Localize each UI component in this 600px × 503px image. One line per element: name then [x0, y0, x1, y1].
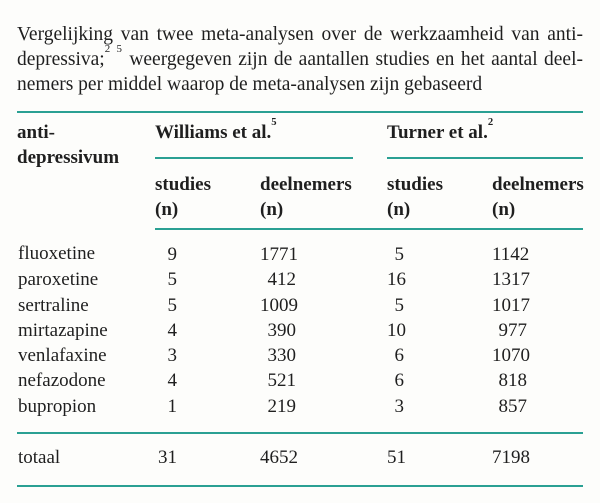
- turner-studies-cell: 5: [394, 244, 405, 265]
- group-header-turner: Turner et al.2: [387, 113, 584, 159]
- group-header-turner-label: Turner et al.: [387, 122, 488, 143]
- turner-deelnemers-cell: 857: [498, 395, 528, 417]
- williams-studies-cell: 4: [167, 370, 178, 392]
- subheader-turner-deelnemers-unit: (n): [492, 199, 516, 220]
- williams-studies-cell: 5: [167, 269, 178, 291]
- turner-deelnemers-cell: 1070: [492, 345, 531, 367]
- group-header-williams: Williams et al.5: [155, 113, 354, 159]
- column-header-antidepressivum-line2: depressivum: [17, 147, 120, 168]
- subheader-turner-studies: studies (n): [387, 159, 493, 230]
- turner-deelnemers-cell: 1142: [492, 244, 530, 265]
- turner-reference-superscript: 2: [487, 117, 495, 129]
- turner-deelnemers-cell: 818: [498, 370, 528, 392]
- williams-studies-cell: 3: [167, 345, 178, 367]
- williams-reference-superscript: 5: [271, 117, 278, 129]
- caption-line-2: depressiva;2 5 weergegeven zijn de aanta…: [17, 43, 583, 72]
- williams-deelnemers-cell: 219: [267, 395, 297, 417]
- turner-deelnemers-cell: 1017: [492, 294, 531, 316]
- table-row-paroxetine: paroxetine 5 412 16 1317: [17, 267, 583, 292]
- table-row-mirtazapine: mirtazapine 4 390 10 977: [17, 318, 583, 343]
- subheader-williams-deelnemers-label: deelnemers: [260, 174, 352, 195]
- turner-deelnemers-cell: 977: [498, 319, 528, 341]
- column-header-antidepressivum: anti- depressivum: [17, 112, 155, 229]
- group-header-row: anti- depressivum Williams et al.5 Turne…: [17, 112, 584, 168]
- drug-name-cell: mirtazapine: [18, 319, 108, 341]
- table-row-sertraline: sertraline 5 1009 5 1017: [17, 293, 583, 318]
- turner-studies-cell: 6: [394, 345, 405, 367]
- turner-deelnemers-cell: 1317: [492, 269, 531, 291]
- williams-deelnemers-cell: 412: [267, 269, 297, 291]
- turner-studies-cell: 10: [387, 319, 407, 341]
- total-row: totaal 31 4652 51 7198: [17, 432, 584, 487]
- drug-name-cell: fluoxetine: [18, 243, 96, 264]
- table-row-fluoxetine: fluoxetine 9 1771 5 1142: [17, 229, 583, 267]
- caption-line-2-text: depressiva;: [17, 49, 105, 70]
- subheader-williams-studies: studies (n): [155, 159, 260, 230]
- table-row-venlafaxine: venlafaxine 3 330 6 1070: [17, 343, 583, 368]
- subheader-turner-deelnemers-label: deelnemers: [492, 174, 584, 195]
- williams-studies-cell: 1: [167, 395, 178, 417]
- williams-deelnemers-cell: 1771: [260, 244, 298, 265]
- drug-name-cell: bupropion: [18, 395, 97, 417]
- turner-studies-cell: 6: [394, 370, 405, 392]
- subheader-turner-studies-label: studies: [387, 174, 443, 195]
- group-header-williams-cell: Williams et al.5: [155, 112, 387, 159]
- drug-name-cell: sertraline: [18, 294, 89, 316]
- caption-reference-superscript: 2 5: [104, 42, 123, 55]
- table-row-nefazodone: nefazodone 4 521 6 818: [17, 368, 583, 393]
- total-turner-deelnemers-cell: 7198: [492, 432, 584, 487]
- subheader-row: studies (n) deelnemers (n) studies (n) d…: [17, 159, 584, 230]
- group-header-williams-label: Williams et al.: [155, 122, 272, 143]
- total-williams-studies-cell: 31: [155, 432, 260, 487]
- total-williams-deelnemers-cell: 4652: [260, 432, 388, 487]
- column-header-antidepressivum-line1: anti-: [17, 122, 55, 143]
- table-row-bupropion: bupropion 1 219 3 857: [17, 394, 583, 433]
- williams-studies-cell: 5: [167, 294, 178, 316]
- williams-deelnemers-cell: 1009: [260, 294, 298, 316]
- subheader-williams-studies-unit: (n): [155, 199, 179, 220]
- williams-deelnemers-cell: 330: [267, 345, 297, 367]
- turner-studies-cell: 3: [394, 395, 405, 417]
- williams-deelnemers-cell: 521: [267, 370, 297, 392]
- total-label-cell: totaal: [17, 432, 155, 487]
- subheader-williams-studies-label: studies: [155, 174, 211, 195]
- drug-name-cell: paroxetine: [18, 269, 99, 291]
- drug-name-cell: venlafaxine: [18, 345, 107, 367]
- subheader-turner-studies-unit: (n): [387, 199, 411, 220]
- total-turner-studies-cell: 51: [387, 432, 493, 487]
- turner-studies-cell: 5: [394, 294, 405, 316]
- subheader-williams-deelnemers: deelnemers (n): [260, 159, 388, 230]
- williams-studies-cell: 9: [167, 244, 178, 265]
- caption-line-3: nemers per middel waarop de meta-analyse…: [17, 74, 483, 95]
- caption-line-2-rest: weergegeven zijn de aantallen studies en…: [122, 49, 583, 70]
- drug-name-cell: nefazodone: [18, 370, 106, 392]
- williams-deelnemers-cell: 390: [267, 319, 297, 341]
- caption-line-1: Vergelijking van twee meta-analysen over…: [17, 24, 583, 45]
- meta-analyses-comparison-table: anti- depressivum Williams et al.5 Turne…: [17, 111, 584, 488]
- group-header-turner-cell: Turner et al.2: [387, 112, 584, 159]
- table-caption: Vergelijking van twee meta-analysen over…: [17, 22, 583, 97]
- subheader-turner-deelnemers: deelnemers (n): [492, 159, 584, 230]
- subheader-williams-deelnemers-unit: (n): [260, 199, 284, 220]
- williams-studies-cell: 4: [167, 319, 178, 341]
- turner-studies-cell: 16: [387, 269, 407, 291]
